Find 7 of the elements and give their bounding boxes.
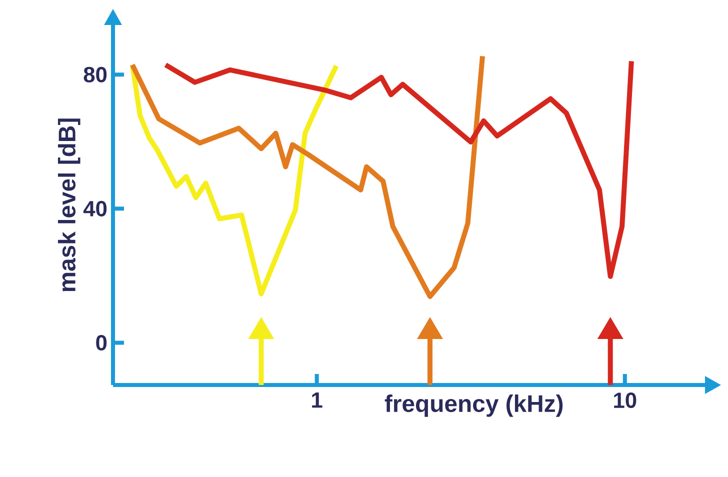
y-tick-label: 80: [84, 66, 107, 82]
x-axis-title: frequency (kHz): [384, 394, 563, 417]
x-tick-label: 10: [614, 392, 636, 408]
y-axis-title: mask level [dB]: [58, 118, 80, 292]
y-tick-label: 40: [83, 200, 107, 216]
x-tick-label: 1: [312, 392, 322, 408]
y-tick-label: 0: [96, 334, 107, 351]
